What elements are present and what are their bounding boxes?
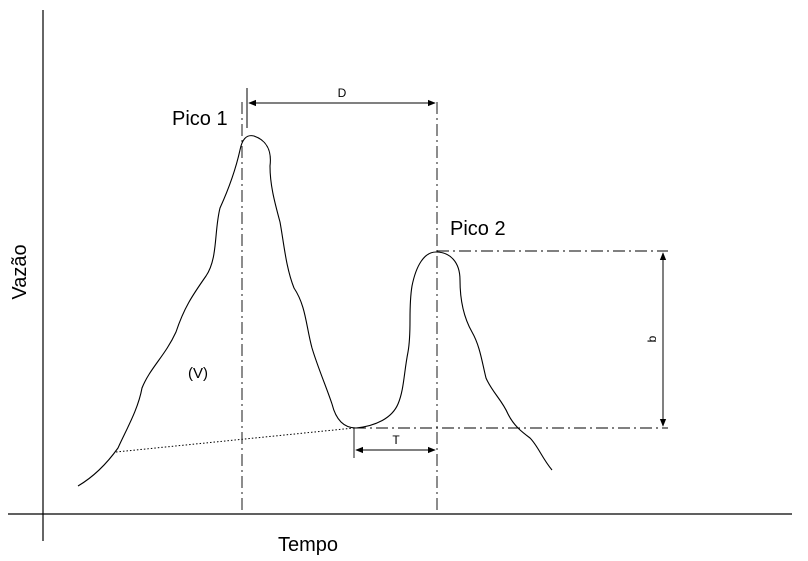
x-axis-label: Tempo xyxy=(278,534,338,556)
height-label: b xyxy=(645,335,659,342)
peak1-label: Pico 1 xyxy=(172,108,228,130)
peak2-label: Pico 2 xyxy=(450,218,506,240)
y-axis-label: Vazão xyxy=(9,244,31,299)
volume-label: (V) xyxy=(188,365,208,382)
baseflow-separation-line xyxy=(115,427,355,453)
distance-label: D xyxy=(338,86,347,100)
interval-label: T xyxy=(392,433,400,447)
hydrograph-curve xyxy=(77,135,553,487)
